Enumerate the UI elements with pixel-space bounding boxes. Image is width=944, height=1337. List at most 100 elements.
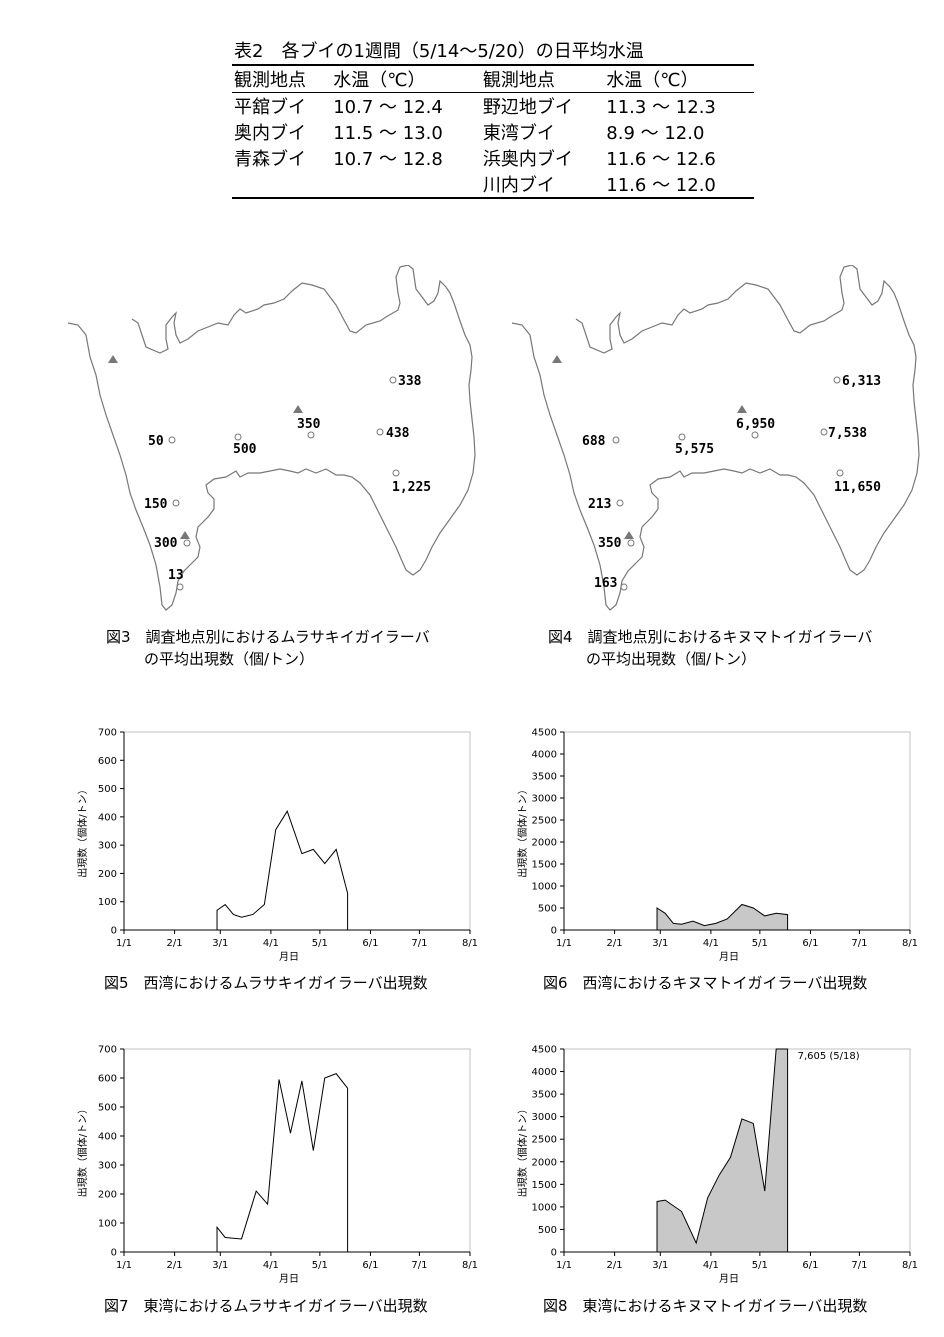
station-marker — [616, 499, 624, 507]
x-tick-label: 6/1 — [362, 1260, 378, 1271]
y-tick-label: 100 — [98, 897, 117, 908]
station-cell: 川内ブイ — [482, 175, 555, 196]
station-cell: 東湾ブイ — [482, 123, 555, 144]
y-tick-label: 500 — [538, 904, 557, 915]
y-tick-label: 700 — [98, 728, 117, 739]
x-axis-label: 月日 — [719, 1273, 739, 1285]
temp-cell: 11.6 〜 12.6 — [606, 149, 716, 170]
temp-cell — [331, 171, 481, 198]
fig4-map: 6,313 6,950 7,538 688 5,575 11,650 213 3… — [511, 264, 932, 629]
temp-cell: 11.3 〜 12.3 — [606, 97, 716, 118]
fig6-caption: 図6 西湾におけるキヌマトイガイラーバ出現数 — [543, 974, 868, 992]
station-marker — [751, 431, 759, 439]
chart-svg: 0 500 1000 1500 2000 2500 3000 3500 4000 4500 1/1 2… — [516, 728, 918, 964]
buoy-marker — [624, 531, 634, 539]
caption-line: の平均出現数（個/トン） — [144, 650, 315, 668]
y-tick-label: 1500 — [532, 860, 557, 871]
temp-cell: 8.9 〜 12.0 — [606, 123, 705, 144]
fig5-caption: 図5 西湾におけるムラサキイガイラーバ出現数 — [104, 974, 428, 992]
map-svg: 338 350 438 50 500 1,225 150 300 13 — [67, 264, 476, 611]
station-label: 6,950 — [736, 417, 775, 432]
x-tick-label: 6/1 — [362, 938, 378, 949]
y-axis-label: 出現数（個体/トン） — [76, 1104, 89, 1197]
fig5-chart: 0 100 200 300 400 500 600 700 1/1 2/1 3/1 4/1 5/1 6/1… — [68, 720, 484, 970]
plot-area — [123, 1048, 471, 1253]
x-tick-label: 1/1 — [556, 938, 572, 949]
temp-cell: 11.5 〜 13.0 — [333, 123, 443, 144]
station-marker — [678, 433, 686, 441]
header-temp: 水温（℃） — [333, 70, 426, 91]
station-label: 438 — [386, 426, 410, 441]
station-label: 5,575 — [675, 442, 714, 457]
series-line — [216, 1073, 349, 1252]
station-marker — [620, 583, 628, 591]
table-row: 奥内ブイ 11.5 〜 13.0 東湾ブイ 8.9 〜 12.0 — [232, 119, 754, 145]
x-tick-label: 5/1 — [312, 938, 328, 949]
station-cell — [232, 171, 331, 198]
buoy-marker — [293, 405, 303, 413]
chart-svg: 0 500 1000 1500 2000 2500 3000 3500 4000 4500 1/1 2… — [516, 1045, 918, 1286]
temp-cell: 11.6 〜 12.0 — [606, 175, 716, 196]
x-tick-label: 3/1 — [652, 938, 668, 949]
y-tick-label: 4500 — [532, 1045, 557, 1056]
x-tick-label: 5/1 — [752, 938, 768, 949]
y-tick-label: 600 — [98, 1074, 117, 1085]
x-axis-label: 月日 — [279, 1273, 299, 1285]
y-tick-label: 500 — [98, 784, 117, 795]
y-tick-label: 0 — [551, 1248, 557, 1259]
y-tick-label: 200 — [98, 869, 117, 880]
series-line — [216, 810, 349, 930]
x-tick-label: 4/1 — [263, 1260, 279, 1271]
x-tick-label: 2/1 — [167, 1260, 183, 1271]
x-tick-label: 2/1 — [167, 938, 183, 949]
y-tick-label: 3000 — [532, 1112, 557, 1123]
y-tick-label: 500 — [98, 1103, 117, 1114]
x-tick-label: 7/1 — [411, 938, 427, 949]
station-label: 300 — [154, 536, 178, 551]
station-label: 150 — [144, 497, 168, 512]
chart-svg: 0 100 200 300 400 500 600 700 1/1 2/1 3/1 4/1 5/1 6/1… — [76, 1045, 478, 1286]
x-tick-label: 6/1 — [802, 1260, 818, 1271]
station-cell: 野辺地ブイ — [482, 97, 573, 118]
fig3-map: 338 350 438 50 500 1,225 150 300 13 — [67, 264, 488, 629]
x-tick-label: 8/1 — [902, 938, 918, 949]
x-axis-label: 月日 — [719, 951, 739, 963]
x-tick-label: 8/1 — [902, 1260, 918, 1271]
chart-annotation: 7,605 (5/18) — [798, 1051, 860, 1062]
water-temp-table: 表2 各ブイの1週間（5/14〜5/20）の日平均水温 観測地点 水温（℃） 観… — [232, 40, 754, 199]
y-tick-label: 300 — [98, 1161, 117, 1172]
station-marker — [627, 539, 635, 547]
chart-svg: 0 100 200 300 400 500 600 700 1/1 2/1 3/1 4/1 5/1 6/1… — [76, 728, 478, 964]
y-tick-label: 2000 — [532, 838, 557, 849]
station-marker — [183, 539, 191, 547]
x-tick-label: 7/1 — [851, 938, 867, 949]
station-marker — [389, 376, 397, 384]
plot-area — [123, 731, 471, 931]
bay-outline — [67, 264, 476, 611]
fig3-caption: 図3 調査地点別におけるムラサキイガイラーバ の平均出現数（個/トン） — [106, 626, 430, 670]
station-label: 6,313 — [842, 374, 881, 389]
table-row: 川内ブイ 11.6 〜 12.0 — [232, 171, 754, 198]
buoy-marker — [180, 531, 190, 539]
y-tick-label: 200 — [98, 1190, 117, 1201]
station-marker — [836, 469, 844, 477]
x-tick-label: 1/1 — [556, 1260, 572, 1271]
header-temp: 水温（℃） — [606, 70, 699, 91]
y-axis-label: 出現数（個体/トン） — [76, 784, 89, 877]
y-axis-label: 出現数（個体/トン） — [516, 784, 529, 877]
y-tick-label: 3500 — [532, 772, 557, 783]
x-tick-label: 7/1 — [851, 1260, 867, 1271]
station-marker — [376, 428, 384, 436]
station-marker — [612, 436, 620, 444]
station-label: 163 — [594, 576, 617, 591]
table-row: 青森ブイ 10.7 〜 12.8 浜奥内ブイ 11.6 〜 12.6 — [232, 145, 754, 171]
temp-cell: 10.7 〜 12.8 — [333, 149, 443, 170]
station-label: 213 — [588, 497, 611, 512]
y-tick-label: 4000 — [532, 1067, 557, 1078]
x-tick-label: 6/1 — [802, 938, 818, 949]
y-tick-label: 1000 — [532, 1202, 557, 1213]
station-marker — [168, 436, 176, 444]
station-label: 350 — [297, 417, 321, 432]
station-label: 338 — [398, 374, 422, 389]
table-row: 平舘ブイ 10.7 〜 12.4 野辺地ブイ 11.3 〜 12.3 — [232, 93, 754, 120]
